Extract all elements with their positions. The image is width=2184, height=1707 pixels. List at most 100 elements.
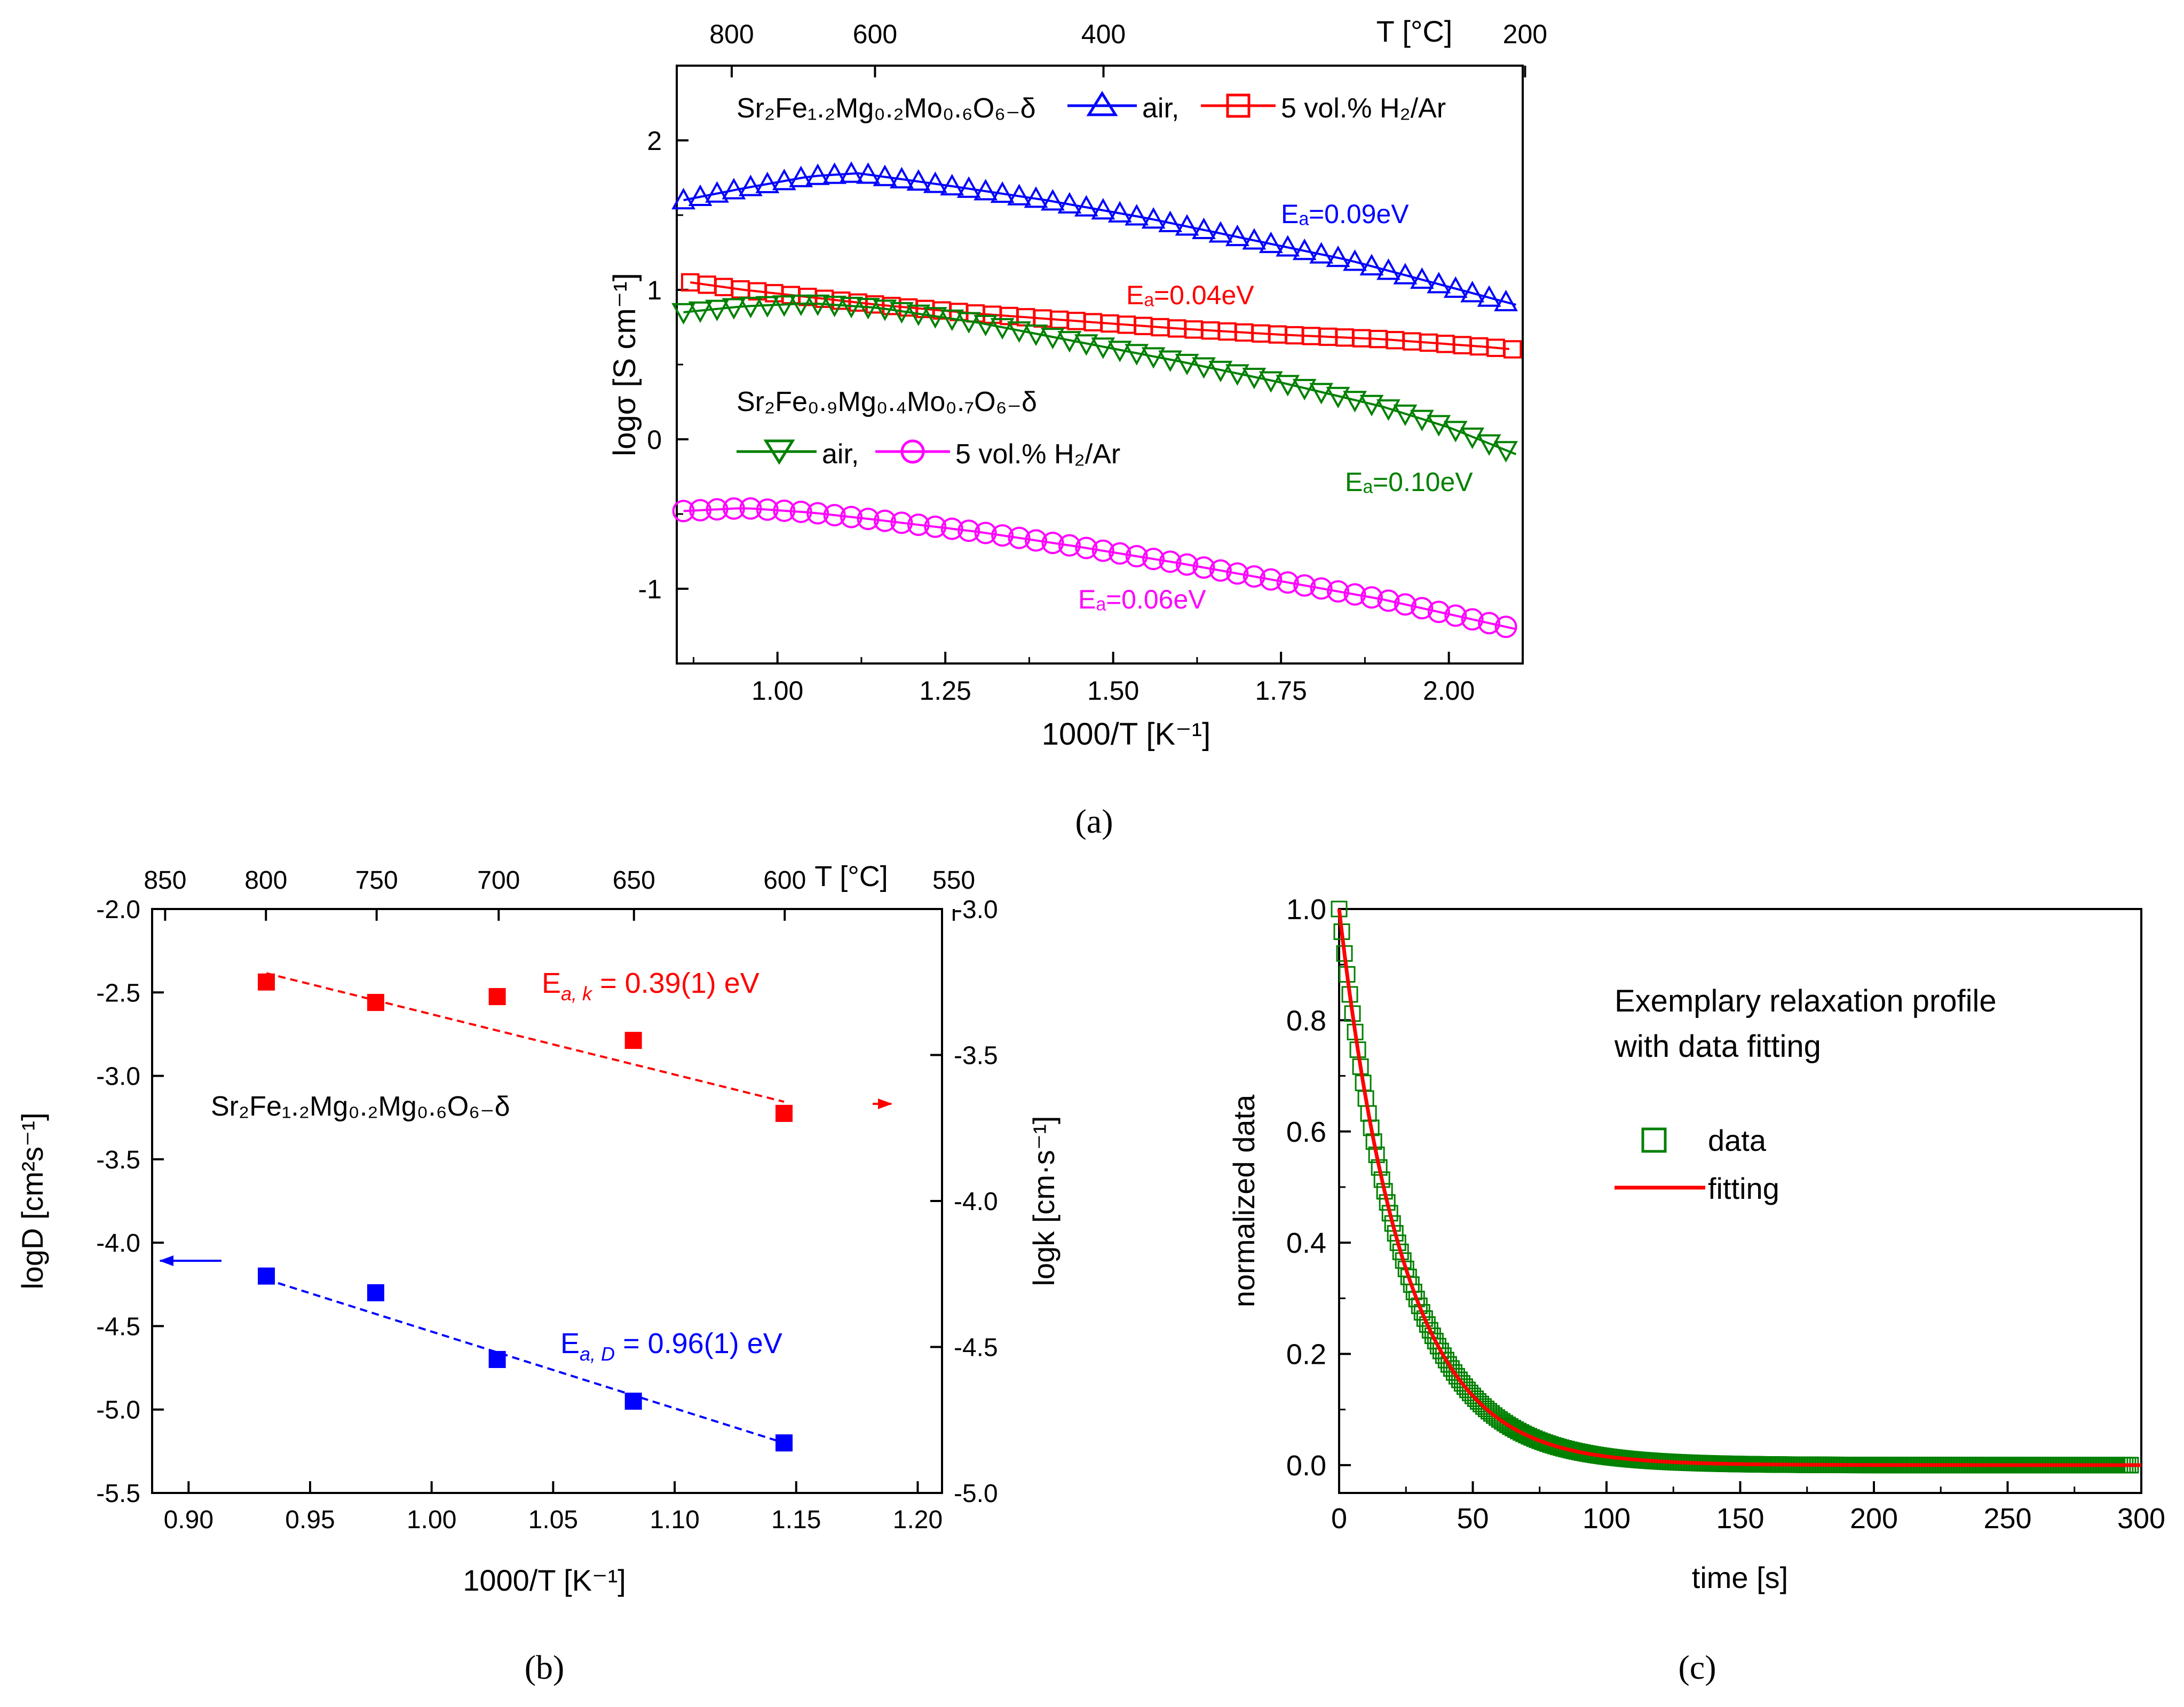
panel-b-x-ticks: 0.90 0.95 1.00 1.05 1.10 1.15 1.20 [164, 1481, 943, 1534]
data-point-magenta [1494, 615, 1517, 638]
data-point-magenta [756, 498, 779, 521]
data-point-blue [688, 184, 713, 206]
data-point-magenta [1343, 583, 1366, 606]
panel-a-compound-1: Sr₂Fe₁.₂Mg₀.₂Mo₀.₆O₆₋δ [737, 93, 1036, 124]
data-point-magenta [672, 500, 695, 523]
panel-a-legend-2: air, 5 vol.% H₂/Ar [737, 439, 1120, 470]
data-point-blue [805, 163, 830, 185]
panel-b-label: (b) [525, 1648, 565, 1686]
fit-line-D [266, 1278, 785, 1444]
data-point-blue [1410, 267, 1434, 289]
data-point-magenta [1377, 589, 1400, 612]
data-point-green [974, 314, 998, 337]
data-point-green [1292, 378, 1317, 401]
data-point-magenta [890, 511, 913, 534]
data-point-magenta [1192, 556, 1215, 579]
data-point [1387, 1225, 1404, 1242]
data-point-blue [1074, 195, 1098, 217]
data-point-magenta [739, 497, 762, 520]
panel-b-top-ticks: 850 800 750 700 650 600 550 [144, 866, 975, 921]
x-tick-label: 2.00 [1423, 676, 1475, 706]
data-point [1411, 1297, 1428, 1314]
top-tick-label: 700 [477, 866, 520, 895]
data-point-magenta [974, 521, 997, 544]
data-point-green [1309, 383, 1334, 405]
panel-a-ea-green: Eₐ=0.10eV [1345, 467, 1473, 497]
legend-circle-marker [900, 439, 925, 464]
data-point-blue [873, 164, 897, 186]
data-point-magenta [1276, 571, 1299, 594]
data-point-green [923, 307, 947, 329]
data-point-blue [856, 162, 880, 184]
data-point-magenta [1260, 568, 1283, 591]
data-point-green [772, 295, 796, 317]
data-point-k [258, 973, 275, 991]
data-point-blue [1477, 285, 1501, 307]
data-point-magenta [1091, 539, 1114, 562]
data-point-blue [789, 165, 813, 187]
data-point [1384, 1215, 1401, 1232]
panel-b-y-right-ticks: -3.0 -3.5 -4.0 -4.5 -5.0 [930, 896, 998, 1508]
data-point-blue [738, 175, 763, 196]
data-point-k [367, 994, 384, 1011]
data-point-blue [755, 171, 780, 193]
panel-c-annotation-line-1: Exemplary relaxation profile [1615, 984, 1997, 1018]
panel-a-top-ticks: 800 600 400 200 [709, 19, 1547, 77]
x-tick-label: 1.10 [650, 1506, 699, 1534]
legend-h2-label-2: 5 vol.% H₂/Ar [955, 439, 1120, 470]
data-point-green [1460, 428, 1485, 449]
data-point [1395, 1252, 1412, 1269]
panel-b-ea-d: Ea, D = 0.96(1) eV [560, 1327, 782, 1365]
data-point-green [1007, 321, 1031, 343]
data-point-blue [990, 181, 1015, 203]
data-point-magenta [991, 524, 1014, 547]
data-point-blue [923, 171, 947, 193]
x-tick-label: 50 [1457, 1503, 1489, 1535]
data-point-green [1091, 337, 1115, 359]
panel-c-xlabel: time [s] [1692, 1561, 1788, 1594]
data-point-magenta [1478, 612, 1501, 635]
data-point-blue [722, 178, 746, 200]
panel-a-ylabel: logσ [S cm⁻¹] [607, 273, 642, 456]
data-point-magenta [1293, 574, 1316, 597]
y-left-tick-label: -4.0 [96, 1229, 140, 1258]
data-point-blue [906, 169, 931, 191]
data-point-magenta [773, 499, 796, 522]
data-point-D [367, 1284, 384, 1301]
data-point-blue [1343, 249, 1367, 271]
data-point-green [1359, 394, 1384, 417]
top-tick-label: 650 [613, 866, 655, 895]
panel-a-ea-blue: Eₐ=0.09eV [1281, 199, 1409, 229]
data-point-magenta [873, 509, 896, 532]
data-point-blue [1309, 242, 1334, 264]
data-point-blue [1393, 263, 1418, 284]
data-point-blue [1443, 276, 1468, 298]
data-point-magenta [940, 517, 963, 540]
data-point-green [738, 297, 763, 319]
panel-a-ea-red: Eₐ=0.04eV [1126, 280, 1254, 310]
data-point-D [624, 1393, 642, 1410]
data-point-magenta [840, 505, 863, 528]
data-point-blue [822, 162, 847, 184]
data-point [1419, 1316, 1436, 1333]
data-point-blue [1057, 192, 1082, 214]
data-point-green [856, 298, 880, 320]
data-point-green [906, 304, 931, 326]
data-point-blue [1091, 197, 1115, 220]
data-point-green [1125, 344, 1149, 366]
x-tick-label: 300 [2117, 1503, 2165, 1535]
data-point-magenta [958, 519, 980, 542]
y-tick-label: 0.8 [1286, 1005, 1326, 1037]
data-point-green [940, 309, 964, 331]
y-tick-label: 2 [647, 126, 662, 156]
data-point-magenta [1209, 559, 1232, 582]
y-left-tick-label: -4.5 [96, 1313, 140, 1341]
data-point [1392, 1243, 1409, 1260]
data-point-magenta [1243, 565, 1265, 588]
data-point-D [488, 1350, 506, 1368]
data-point-green [1427, 415, 1451, 437]
data-point-green [890, 302, 914, 324]
y-tick-label: 0.2 [1286, 1339, 1326, 1371]
